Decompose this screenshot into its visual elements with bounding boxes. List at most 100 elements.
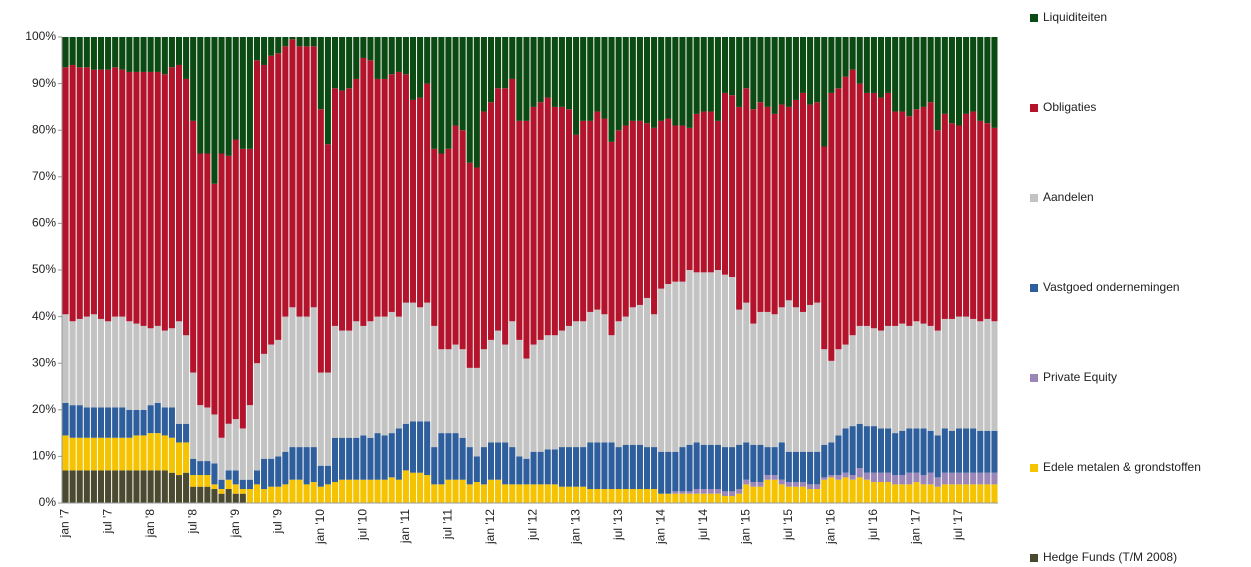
bar-segment [700,37,707,112]
bar-segment [310,482,317,503]
bar-segment [218,479,225,490]
bar-segment [899,323,906,431]
bar-segment [870,328,877,427]
bar-segment [948,472,955,485]
bar-segment [346,330,353,438]
bar-segment [778,104,785,308]
bar-segment [509,447,516,485]
bar-segment [346,437,353,480]
bar-segment [636,37,643,121]
bar-segment [941,472,948,485]
bar-segment [289,479,296,503]
bar-segment [161,407,168,436]
bar-segment [90,407,97,438]
bar-segment [856,37,863,84]
bar-segment [225,470,232,480]
bar-segment [573,37,580,135]
bar-segment [906,116,913,326]
bar-segment [112,37,119,68]
bar-segment [920,475,927,485]
bar-segment [601,489,608,503]
bar-segment [395,316,402,429]
legend-label: Vastgoed ondernemingen [1043,280,1180,294]
bar-segment [381,435,388,480]
bar-segment [395,37,402,72]
bar-segment [438,349,445,434]
bar-segment [601,314,608,443]
bar-segment [353,78,360,322]
bar-segment [140,435,147,471]
bar-segment [729,37,736,96]
bar-segment [899,111,906,324]
bar-segment [580,120,587,322]
bar-segment [402,470,409,503]
bar-segment [920,37,927,107]
bar-segment [261,37,268,65]
y-tick-label: 50% [32,262,56,276]
bar-segment [417,472,424,503]
bar-segment [487,479,495,503]
bar-segment [253,60,261,364]
bar-segment [892,111,899,326]
bar-segment [339,37,346,91]
bar-segment [707,444,714,490]
bar-segment [814,102,821,303]
bar-segment [445,479,452,503]
bar-segment [594,111,601,310]
bar-segment [154,402,161,434]
bar-segment [970,37,977,112]
legend-label: Hedge Funds (T/M 2008) [1043,550,1177,564]
bar-segment [424,302,431,422]
x-tick-label: jul '9 [270,509,284,535]
bar-segment [906,484,913,503]
bar-segment [643,123,651,298]
bar-segment [232,470,239,485]
legend-swatch [1030,194,1038,202]
bar-segment [76,318,83,406]
bar-segment [927,37,934,103]
bar-segment [977,321,984,431]
bar-segment [183,442,190,473]
bar-segment [799,486,807,503]
bar-segment [863,325,870,427]
bar-segment [700,493,707,503]
bar-segment [395,71,402,317]
bar-segment [658,288,665,452]
bar-segment [651,127,658,315]
bar-segment [261,458,268,490]
bar-segment [651,37,658,128]
bar-segment [729,95,736,277]
bar-segment [587,442,594,490]
x-tick-label: jan '10 [313,509,327,545]
bar-segment [771,447,778,476]
bar-segment [750,109,757,324]
bar-segment [495,442,502,480]
bar-segment [253,484,261,503]
bar-segment [870,37,877,93]
legend-swatch [1030,14,1038,22]
bar-segment [594,442,601,490]
bar-segment [197,486,204,503]
bar-segment [296,479,303,503]
bar-segment [821,349,828,445]
bar-segment [211,463,218,485]
bar-segment [62,435,69,471]
bar-segment [856,468,863,478]
bar-segment [835,479,842,503]
bar-segment [686,493,693,503]
bar-segment [317,486,324,503]
bar-segment [154,325,161,403]
bar-segment [764,479,771,503]
bar-segment [452,125,459,345]
bar-segment [268,458,275,487]
bar-segment [126,37,133,72]
bar-segment [331,37,339,89]
bar-segment [814,451,821,485]
bar-segment [927,430,934,473]
bar-segment [62,67,69,315]
bar-segment [700,111,707,273]
bar-segment [885,482,892,503]
bar-segment [906,325,913,429]
bar-segment [161,330,168,408]
bar-segment [636,444,643,490]
